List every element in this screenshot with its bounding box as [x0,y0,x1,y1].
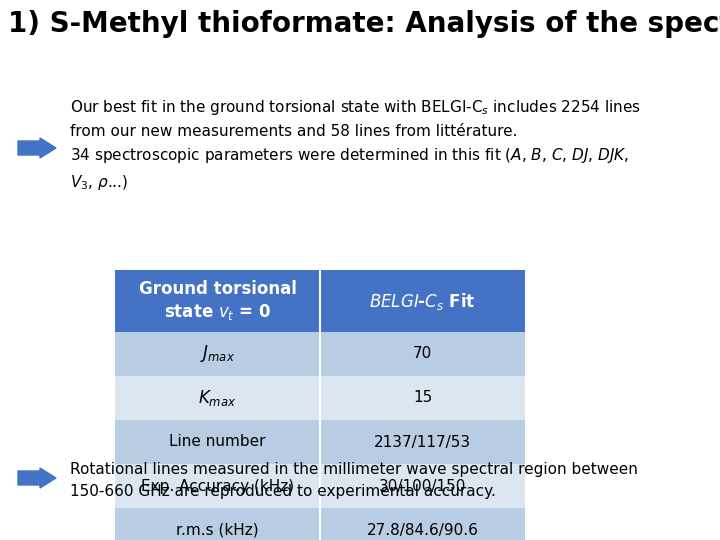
Bar [115,332,525,376]
Text: $K_{max}$: $K_{max}$ [198,388,237,408]
FancyArrow shape [18,138,56,158]
Text: 15: 15 [413,390,432,406]
Bar [115,508,525,540]
FancyArrow shape [18,468,56,488]
Text: Exp. Accuracy (kHz): Exp. Accuracy (kHz) [141,478,294,494]
Text: $J_{max}$: $J_{max}$ [200,343,235,364]
Text: 70: 70 [413,347,432,361]
Text: $\mathit{BELGI}$-$C_s$ Fit: $\mathit{BELGI}$-$C_s$ Fit [369,291,476,312]
Text: Our best fit in the ground torsional state with BELGI-C$_s$ includes 2254 lines
: Our best fit in the ground torsional sta… [70,98,642,192]
Text: Line number: Line number [169,435,266,449]
Bar [115,420,525,464]
Bar [115,376,525,420]
Text: r.m.s (kHz): r.m.s (kHz) [176,523,258,537]
Text: Rotational lines measured in the millimeter wave spectral region between
150-660: Rotational lines measured in the millime… [70,462,638,498]
Bar [115,464,525,508]
Text: 30/100/150: 30/100/150 [379,478,466,494]
Bar [115,270,525,332]
Text: 1) S-Methyl thioformate: Analysis of the spectrum: 1) S-Methyl thioformate: Analysis of the… [8,10,720,38]
Text: 2137/117/53: 2137/117/53 [374,435,471,449]
Text: Ground torsional
state $v_t$ = 0: Ground torsional state $v_t$ = 0 [138,280,297,322]
Text: 27.8/84.6/90.6: 27.8/84.6/90.6 [366,523,478,537]
